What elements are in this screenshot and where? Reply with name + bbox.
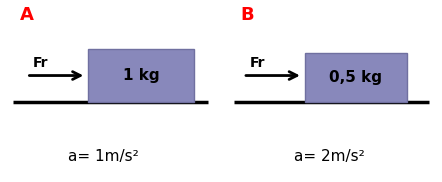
Text: a= 1m/s²: a= 1m/s²	[69, 149, 139, 164]
Text: B: B	[241, 6, 254, 23]
Text: a= 2m/s²: a= 2m/s²	[294, 149, 365, 164]
Bar	[305, 53, 407, 102]
Text: Fr: Fr	[33, 56, 49, 70]
Text: A: A	[19, 6, 34, 23]
Text: 1 kg: 1 kg	[123, 68, 160, 83]
Text: Fr: Fr	[250, 56, 265, 70]
Text: 0,5 kg: 0,5 kg	[329, 70, 382, 85]
Bar	[88, 49, 194, 102]
